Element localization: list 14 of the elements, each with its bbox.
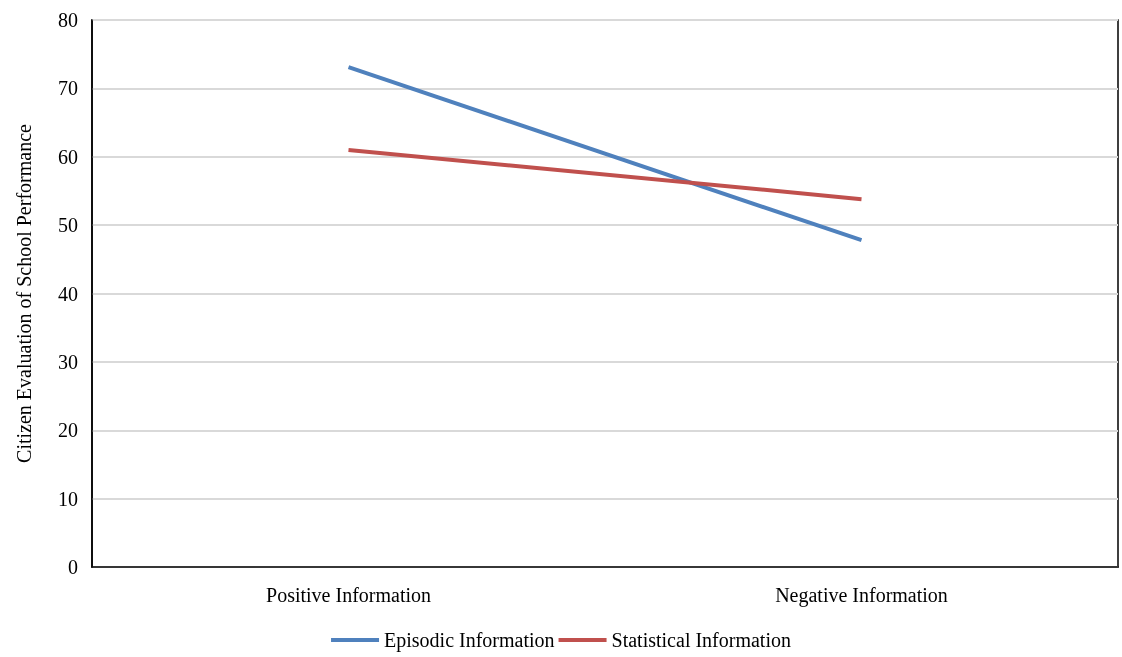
y-tick-label: 70 <box>58 77 78 100</box>
y-tick-label: 0 <box>68 556 78 578</box>
y-tick-label: 20 <box>58 419 78 442</box>
y-tick-label: 10 <box>58 487 78 510</box>
legend-label: Statistical Information <box>611 629 791 651</box>
y-axis-title: Citizen Evaluation of School Performance <box>13 123 35 463</box>
x-tick-label: Negative Information <box>775 584 948 607</box>
y-tick-label: 80 <box>58 9 78 31</box>
y-tick-label: 50 <box>58 214 78 237</box>
legend-label: Episodic Information <box>384 629 555 652</box>
x-tick-label: Positive Information <box>266 584 431 606</box>
y-tick-label: 60 <box>58 145 78 168</box>
y-tick-label: 40 <box>58 282 78 305</box>
y-tick-label: 30 <box>58 350 78 373</box>
